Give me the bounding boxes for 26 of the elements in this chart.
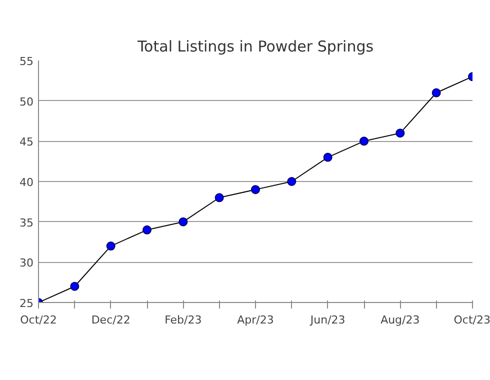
x-tick-label: Jun/23 [309,314,346,326]
point [142,225,152,234]
y-tick-label: 35 [20,216,34,230]
chart-title: Total Listings in Powder Springs [136,38,374,56]
point [396,128,405,138]
x-tick-label: Oct/22 [20,314,57,326]
x-tick-label: Aug/23 [380,314,420,326]
point [214,193,224,202]
y-tick-label: 40 [20,176,34,189]
x-tick-label: Apr/23 [237,314,274,326]
x-tick-label: Oct/23 [454,314,490,326]
point [178,217,188,226]
y-tick-label: 50 [20,95,34,108]
y-tick-label: 25 [20,297,34,310]
y-tick-label: 55 [20,55,34,68]
point [432,88,441,98]
point [287,177,296,186]
y-tick-label: 30 [20,256,34,270]
point [360,136,368,146]
point [251,185,260,194]
point [323,152,332,162]
point [70,282,80,291]
x-tick-label: Dec/22 [91,314,130,326]
x-tick-label: Feb/23 [164,314,202,326]
y-tick-label: 45 [20,136,34,149]
point [106,242,116,251]
